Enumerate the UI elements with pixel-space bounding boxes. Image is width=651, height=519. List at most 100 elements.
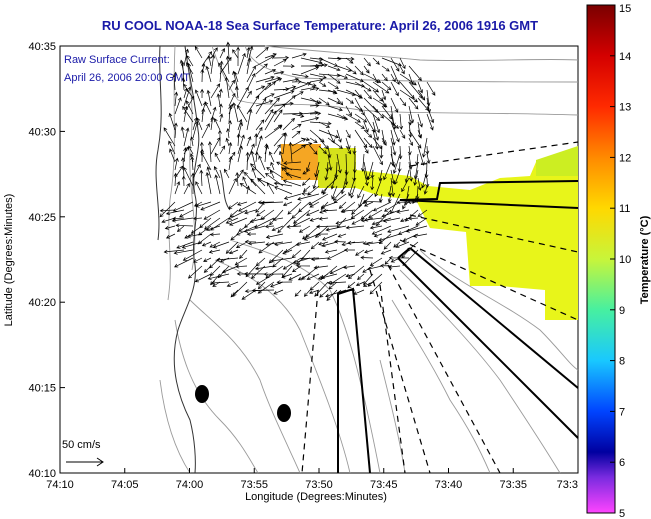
current-vector-arrow bbox=[399, 65, 405, 75]
current-vector-arrow bbox=[232, 102, 239, 123]
current-vector-arrow bbox=[283, 193, 302, 200]
current-vector-arrow bbox=[372, 57, 380, 65]
current-vector-arrow bbox=[282, 85, 297, 91]
current-vector-arrow bbox=[283, 161, 302, 166]
current-vector-arrow bbox=[239, 249, 248, 259]
current-vector-arrow bbox=[336, 153, 342, 174]
current-vector-arrow bbox=[381, 137, 387, 146]
current-vector-arrow bbox=[226, 281, 239, 287]
current-vector-arrow bbox=[296, 263, 311, 268]
current-vector-arrow bbox=[242, 176, 248, 187]
current-vector-arrow bbox=[183, 48, 190, 67]
current-vector-arrow bbox=[315, 225, 329, 238]
colorbar-tick-label: 12 bbox=[619, 152, 631, 164]
current-vector-arrow bbox=[363, 97, 379, 113]
current-vector-arrow bbox=[381, 73, 388, 82]
current-vector-arrow bbox=[174, 257, 194, 268]
current-vector-arrow bbox=[200, 201, 221, 211]
current-vector-arrow bbox=[345, 225, 365, 230]
current-vector-arrow bbox=[258, 155, 266, 171]
colorbar-tick-label: 14 bbox=[619, 51, 631, 63]
current-vector-arrow bbox=[324, 249, 338, 254]
current-vector-arrow bbox=[318, 97, 330, 106]
current-vector-arrow bbox=[373, 233, 383, 238]
current-vector-arrow bbox=[172, 201, 194, 212]
current-vector-arrow bbox=[169, 148, 176, 163]
current-vector-arrow bbox=[387, 225, 410, 234]
y-tick-label: 40:35 bbox=[28, 41, 56, 53]
current-vector-arrow bbox=[300, 142, 313, 147]
coastline bbox=[155, 45, 231, 474]
current-vector-arrow bbox=[273, 90, 295, 99]
current-vector-arrow bbox=[392, 153, 401, 174]
current-vector-arrow bbox=[362, 281, 374, 287]
current-vector-arrow bbox=[228, 249, 239, 255]
current-vector-arrow bbox=[172, 74, 177, 91]
current-vector-arrow bbox=[367, 273, 383, 287]
current-vector-arrow bbox=[185, 100, 194, 115]
current-vector-arrow bbox=[312, 169, 320, 190]
current-vector-arrow bbox=[390, 129, 396, 146]
current-vector-arrow bbox=[273, 124, 283, 131]
current-vector-arrow bbox=[310, 241, 320, 250]
current-vector-arrow bbox=[301, 265, 320, 280]
current-vector-arrow bbox=[363, 121, 369, 133]
current-vector-arrow bbox=[187, 62, 194, 83]
current-vector-arrow bbox=[354, 129, 368, 149]
current-vector-arrow bbox=[273, 109, 283, 123]
current-vector-arrow bbox=[327, 137, 343, 149]
current-vector-arrow bbox=[244, 239, 257, 244]
sst-patch-east-top bbox=[536, 146, 578, 176]
current-vector-arrow bbox=[176, 241, 194, 249]
current-vector-arrow bbox=[368, 209, 383, 219]
current-vector-arrow bbox=[417, 113, 423, 128]
current-vector-arrow bbox=[227, 209, 248, 220]
map-title: RU COOL NOAA-18 Sea Surface Temperature:… bbox=[101, 18, 539, 33]
current-vector-arrow bbox=[301, 177, 311, 186]
current-vector-arrow bbox=[381, 209, 401, 218]
current-vector-arrow bbox=[236, 133, 241, 147]
current-vector-arrow bbox=[226, 128, 231, 139]
current-vector-arrow bbox=[205, 65, 212, 83]
current-vector-arrow bbox=[318, 129, 339, 139]
buoy-marker bbox=[277, 404, 291, 422]
current-vector-arrow bbox=[399, 129, 406, 139]
current-vector-arrow bbox=[401, 177, 410, 193]
current-vector-arrow bbox=[200, 88, 205, 99]
current-vector-arrow bbox=[408, 65, 422, 82]
current-vector-arrow bbox=[399, 113, 404, 130]
current-vector-arrow bbox=[345, 105, 352, 117]
current-vector-arrow bbox=[381, 65, 390, 72]
current-vector-arrow bbox=[210, 106, 217, 123]
current-vector-arrow bbox=[174, 165, 184, 179]
current-vector-arrow bbox=[241, 289, 257, 300]
current-vector-arrow bbox=[159, 201, 176, 218]
current-vector-arrow bbox=[358, 193, 365, 209]
colorbar-tick-label: 15 bbox=[619, 3, 631, 15]
colorbar-ticks: 15 14 13 12 11 10 9 8 7 6 5 bbox=[610, 3, 631, 519]
current-vector-arrow bbox=[294, 289, 302, 297]
current-vector-arrow bbox=[255, 82, 272, 99]
current-vector-arrow bbox=[282, 64, 295, 69]
current-vector-arrow bbox=[388, 264, 401, 269]
current-vector-arrow bbox=[189, 136, 194, 147]
colorbar-tick-label: 5 bbox=[619, 508, 625, 519]
current-vector-arrow bbox=[407, 145, 412, 156]
current-vector-arrow bbox=[390, 177, 395, 198]
current-vector-arrow bbox=[273, 59, 287, 67]
current-vector-arrow bbox=[226, 41, 231, 59]
current-vector-arrow bbox=[255, 97, 267, 115]
current-vector-arrow bbox=[200, 151, 212, 171]
current-vector-arrow bbox=[348, 265, 365, 280]
current-vector-arrow bbox=[354, 65, 364, 76]
current-vector-arrow bbox=[365, 241, 383, 246]
current-vector-arrow bbox=[282, 179, 302, 187]
current-vector-arrow bbox=[190, 156, 195, 171]
current-vector-arrow bbox=[209, 265, 221, 277]
colorbar-tick-label: 9 bbox=[619, 305, 625, 317]
current-vector-arrow bbox=[273, 289, 284, 295]
current-vector-arrow bbox=[246, 136, 252, 147]
current-vector-arrow bbox=[276, 280, 293, 285]
current-vector-arrow bbox=[237, 169, 244, 179]
current-vector-arrow bbox=[426, 105, 435, 124]
